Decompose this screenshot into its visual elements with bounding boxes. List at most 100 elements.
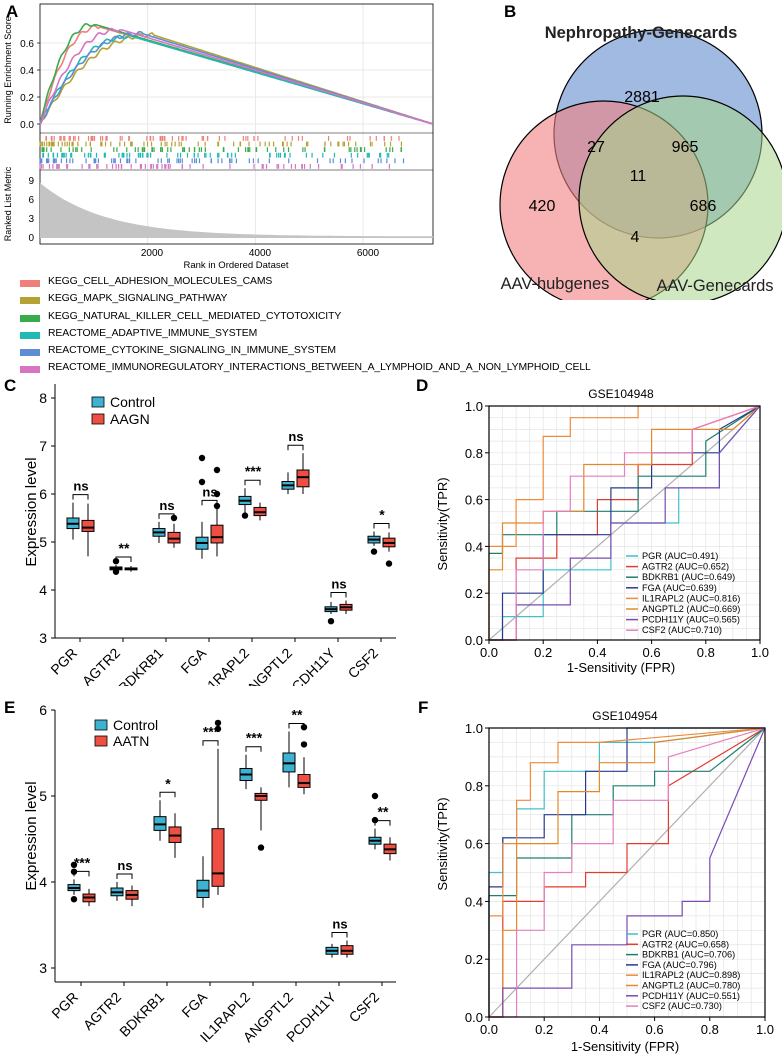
significance-label: ns (331, 577, 346, 592)
y-ticks: 3 4 5 6 7 8 (39, 390, 55, 646)
roc-frame (488, 405, 761, 641)
y-axis-label: Expression level (23, 781, 40, 890)
gene-label: CSF2 (345, 989, 382, 1026)
roc-x-label: 1-Sensitivity (FPR) (571, 1039, 679, 1054)
roc-y-tick-label: 0.6 (465, 837, 483, 852)
box-outlier (371, 816, 379, 824)
venn-count-hub-gc: 4 (631, 229, 640, 246)
box-outlier (213, 490, 221, 498)
box-outlier (214, 725, 222, 733)
box-body (210, 524, 224, 544)
significance-bracket (331, 931, 348, 938)
significance-bracket (202, 740, 219, 746)
box-outlier (241, 512, 249, 519)
gene-label: PGR (47, 645, 80, 678)
panel-label-a: A (6, 2, 19, 21)
venn-count-neph-only: 2881 (624, 89, 660, 106)
significance-bracket (288, 723, 305, 729)
roc-y-tick-label: 0.2 (465, 952, 483, 967)
roc-legend-label: ANGPTL2 (AUC=0.780) (642, 981, 740, 991)
roc-y-tick-label: 0.8 (465, 446, 483, 461)
roc-legend-label: IL1RAPL2 (AUC=0.898) (642, 970, 740, 980)
venn-count-hub-only: 420 (529, 198, 556, 215)
boxplot-c-marks: ns ** ns ns *** ns ns * (66, 429, 396, 625)
gene-label: CSF2 (344, 645, 381, 682)
roc-plot-f: GSE104954 0.00.0 0.2 0.2 0.4 0.4 0.6 0.6 0.8 0.8… (435, 709, 774, 1054)
roc-x-tick-label: 0.4 (588, 645, 606, 660)
roc-curve-2 (489, 727, 766, 1018)
y-tick-label: 4 (39, 874, 47, 890)
y-tick-label: 6 (39, 486, 47, 502)
significance-label: ** (119, 540, 130, 556)
roc-x-tick-label: 0.0 (480, 1022, 498, 1037)
gsea-x-label: Rank in Ordered Dataset (183, 260, 288, 271)
panel-label-b: B (504, 2, 517, 21)
y-tick-label: 6 (39, 702, 47, 718)
enrichment-curve-5 (39, 30, 433, 125)
es-tick-label: 0.0 (20, 120, 34, 131)
gene-label: PCDH11Y (282, 644, 339, 686)
gene-label: PGR (48, 989, 81, 1022)
gsea-x-tick-label: 2000 (141, 248, 164, 259)
box-outlier (70, 861, 78, 868)
roc-y-tick-label: 0.6 (465, 493, 483, 508)
box-outlier (257, 844, 265, 851)
legend-label-case: AATN (113, 733, 149, 749)
roc-title: GSE104954 (592, 709, 658, 723)
roc-y-tick-label: 0.0 (465, 633, 483, 648)
roc-legend-label: AGTR2 (AUC=0.658) (642, 939, 729, 949)
significance-label: ** (292, 707, 303, 723)
roc-curve-1 (488, 727, 766, 1017)
box-body (211, 828, 225, 887)
roc-plot-d: GSE104948 0.00.0 0.2 0.2 0.4 0.4 0.6 0.6 0.8 0.8… (435, 387, 769, 675)
roc-frame (488, 727, 766, 1018)
y-tick-label: 8 (39, 390, 47, 406)
es-tick-label: 0.4 (20, 66, 34, 77)
ranked-metric-fill (40, 182, 433, 238)
roc-y-tick-label: 0.4 (465, 894, 483, 909)
roc-legend-label: PCDH11Y (AUC=0.551) (642, 991, 740, 1001)
significance-bracket (287, 444, 304, 451)
roc-curve-8 (489, 727, 766, 1018)
box-outlier (112, 568, 120, 575)
roc-x-tick-label: 0.4 (590, 1022, 608, 1037)
metric-tick-label: 9 (28, 176, 34, 187)
legend-label: KEGG_CELL_ADHESION_MOLECULES_CAMS (48, 276, 273, 287)
legend-label: KEGG_NATURAL_KILLER_CELL_MEDIATED_CYTOTO… (48, 310, 342, 322)
roc-curve-4 (489, 405, 761, 641)
legend-swatch-control (91, 396, 105, 408)
metric-tick-label: 6 (28, 195, 34, 206)
legend-label: REACTOME_CYTOKINE_SIGNALING_IN_IMMUNE_SY… (48, 345, 336, 357)
roc-x-tick-label: 0.8 (697, 645, 715, 660)
legend-swatch (20, 314, 40, 322)
legend-label: REACTOME_IMMUNOREGULATORY_INTERACTIONS_B… (48, 362, 591, 374)
significance-label: ns (202, 484, 217, 499)
significance-label: *** (74, 854, 91, 870)
box-body (296, 469, 310, 488)
roc-x-tick-label: 0.6 (643, 645, 661, 660)
y-ticks: 3 4 5 6 (39, 702, 55, 976)
box-body (81, 519, 95, 532)
es-tick-label: 0.2 (20, 93, 34, 104)
significance-bracket (373, 522, 390, 529)
gsea-y-label-top: Running Enrichment Score (3, 16, 13, 124)
roc-legend-label: BDKRB1 (AUC=0.649) (642, 572, 735, 582)
roc-x-tick-label: 0.6 (646, 1022, 664, 1037)
gsea-legend-item: KEGG_CELL_ADHESION_MOLECULES_CAMS (20, 276, 540, 293)
roc-y-tick-label: 1.0 (465, 721, 483, 736)
box-outlier (300, 741, 308, 748)
roc-y-label: Sensitivity(TPR) (435, 477, 450, 570)
venn-count-neph-gc: 965 (672, 139, 699, 156)
metric-tick-label: 3 (28, 214, 34, 225)
roc-legend-label: ANGPTL2 (AUC=0.669) (642, 604, 740, 614)
roc-legend-label: IL1RAPL2 (AUC=0.816) (642, 593, 740, 603)
legend-swatch (20, 297, 40, 305)
box-body (196, 879, 210, 898)
roc-curve-3 (488, 727, 766, 1017)
roc-x-label: 1-Sensitivity (FPR) (567, 660, 675, 675)
legend-label-case: AAGN (110, 411, 150, 427)
legend-swatch-control (94, 719, 108, 731)
significance-label: ns (288, 429, 303, 444)
roc-curve-6 (489, 727, 766, 1018)
